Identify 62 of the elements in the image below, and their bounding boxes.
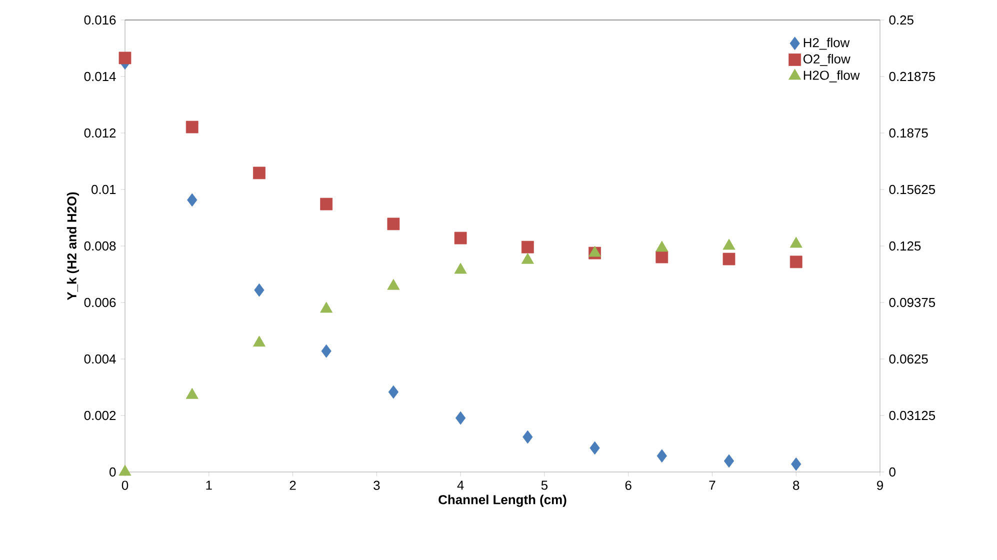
point bbox=[521, 240, 534, 254]
point bbox=[253, 166, 266, 180]
y2-tick-label: 0.21875 bbox=[889, 72, 936, 82]
y2-tick-label: 0 bbox=[889, 467, 896, 477]
point bbox=[588, 246, 602, 257]
y-tick-label: 0.006 bbox=[84, 298, 116, 308]
y2-tick-label: 0.03125 bbox=[889, 410, 936, 420]
legend-label: H2O_flow bbox=[804, 70, 860, 82]
x-tick-label: 8 bbox=[793, 480, 800, 490]
point bbox=[387, 278, 400, 290]
point bbox=[186, 388, 198, 399]
x-tick-label: 9 bbox=[877, 480, 883, 490]
point bbox=[454, 262, 467, 274]
point bbox=[790, 236, 802, 248]
legend-label: H2_flow bbox=[804, 38, 850, 50]
y2-tick-label: 0.125 bbox=[889, 241, 921, 251]
x-tick-label: 7 bbox=[709, 480, 716, 490]
point bbox=[320, 302, 333, 313]
point bbox=[722, 252, 736, 266]
x-tick-label: 0 bbox=[122, 480, 128, 490]
point bbox=[656, 250, 668, 264]
y2-tick-label: 0.09375 bbox=[889, 298, 936, 308]
y-tick-label: 0.012 bbox=[84, 128, 116, 138]
y-tick-label: 0.016 bbox=[84, 15, 116, 25]
point bbox=[724, 454, 734, 468]
y2-tick-label: 0.0625 bbox=[889, 354, 928, 364]
y-tick-label: 0.004 bbox=[84, 354, 116, 364]
y2-tick-label: 0.1875 bbox=[889, 128, 928, 138]
x-tick-label: 5 bbox=[541, 480, 548, 490]
point bbox=[722, 238, 736, 250]
point bbox=[118, 52, 132, 64]
point bbox=[455, 411, 466, 425]
y-tick-label: 0 bbox=[110, 467, 116, 477]
y-tick-label: 0.01 bbox=[92, 184, 116, 194]
point bbox=[320, 198, 333, 210]
x-axis-title: Channel Length (cm) bbox=[438, 494, 566, 507]
point bbox=[656, 240, 668, 252]
point bbox=[790, 256, 802, 268]
point bbox=[388, 385, 399, 399]
y-tick-label: 0.014 bbox=[84, 72, 116, 82]
point bbox=[656, 449, 667, 463]
x-tick-label: 1 bbox=[206, 480, 212, 490]
y-axis-title: Y_k (H2 and H2O) bbox=[66, 192, 79, 300]
point bbox=[522, 430, 533, 444]
x-tick-label: 6 bbox=[625, 480, 632, 490]
point bbox=[791, 457, 802, 471]
point bbox=[387, 218, 400, 230]
y2-tick-label: 0.25 bbox=[889, 15, 914, 25]
y-tick-label: 0.008 bbox=[84, 241, 116, 251]
point bbox=[252, 336, 266, 347]
y2-tick-label: 0.15625 bbox=[889, 184, 936, 194]
point bbox=[254, 283, 264, 297]
x-tick-label: 3 bbox=[374, 480, 380, 490]
point bbox=[590, 441, 600, 455]
point bbox=[321, 344, 332, 358]
point bbox=[454, 232, 467, 244]
x-tick-label: 2 bbox=[290, 480, 296, 490]
point bbox=[186, 120, 198, 134]
point bbox=[521, 252, 534, 264]
y-tick-label: 0.002 bbox=[84, 410, 116, 420]
x-tick-label: 4 bbox=[457, 480, 464, 490]
legend-label: O2_flow bbox=[803, 54, 850, 66]
